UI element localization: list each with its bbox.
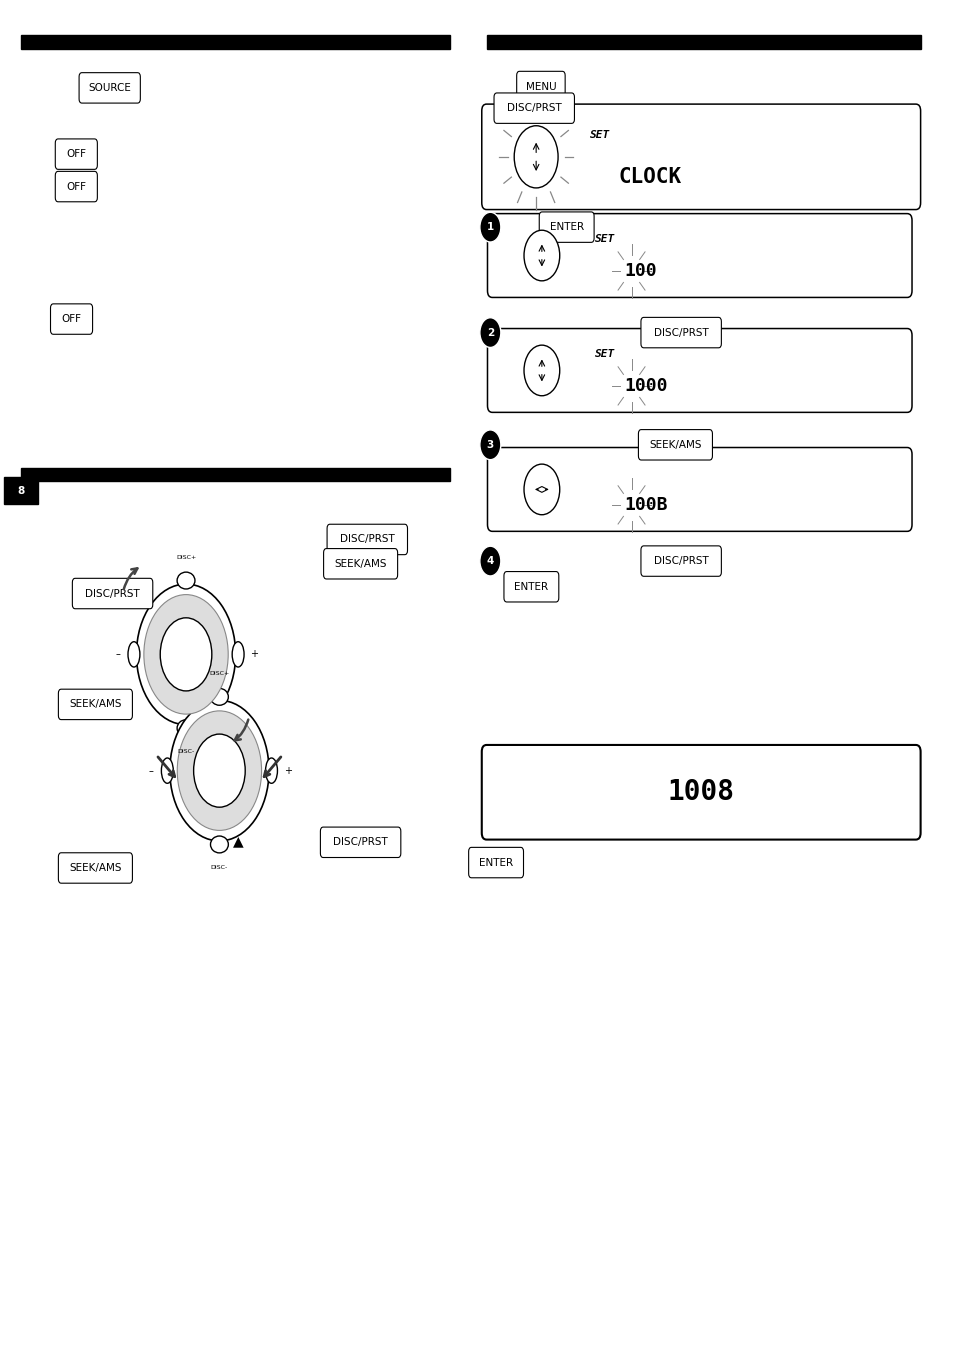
Text: DISC/PRST: DISC/PRST <box>339 534 395 545</box>
Text: SEEK/AMS: SEEK/AMS <box>334 558 387 569</box>
Bar <box>21 35 450 49</box>
Text: DISC+: DISC+ <box>209 671 230 676</box>
FancyBboxPatch shape <box>51 304 92 334</box>
Text: 1: 1 <box>486 222 494 233</box>
Ellipse shape <box>128 642 140 667</box>
Text: +: + <box>284 765 292 776</box>
Text: SEEK/AMS: SEEK/AMS <box>69 863 122 873</box>
Text: SOURCE: SOURCE <box>89 82 131 93</box>
Text: 1008: 1008 <box>667 779 734 806</box>
Text: 3: 3 <box>486 439 494 450</box>
FancyBboxPatch shape <box>640 318 720 347</box>
Text: 100B: 100B <box>623 496 667 514</box>
Text: –: – <box>115 649 120 660</box>
Text: MENU: MENU <box>525 81 556 92</box>
Text: CLOCK: CLOCK <box>618 168 680 187</box>
FancyBboxPatch shape <box>79 73 140 103</box>
Bar <box>21 468 450 481</box>
Text: SEEK/AMS: SEEK/AMS <box>69 699 122 710</box>
Circle shape <box>523 345 559 396</box>
Text: +: + <box>251 649 258 660</box>
Text: DISC/PRST: DISC/PRST <box>333 837 388 848</box>
Text: SEEK/AMS: SEEK/AMS <box>648 439 701 450</box>
Circle shape <box>136 584 235 725</box>
Circle shape <box>514 126 558 188</box>
Circle shape <box>193 734 245 807</box>
Text: SET: SET <box>589 130 609 139</box>
FancyBboxPatch shape <box>487 214 911 297</box>
Text: DISC/PRST: DISC/PRST <box>506 103 561 114</box>
FancyBboxPatch shape <box>481 745 920 840</box>
Text: DISC/PRST: DISC/PRST <box>653 556 708 566</box>
Text: DISC-: DISC- <box>211 865 228 871</box>
Text: DISC/PRST: DISC/PRST <box>653 327 708 338</box>
Text: DISC/PRST: DISC/PRST <box>85 588 140 599</box>
Circle shape <box>479 546 500 576</box>
Text: OFF: OFF <box>67 149 86 160</box>
Circle shape <box>144 595 228 714</box>
FancyBboxPatch shape <box>487 329 911 412</box>
Ellipse shape <box>232 642 244 667</box>
Ellipse shape <box>265 758 277 783</box>
Text: SET: SET <box>595 349 615 358</box>
Text: ENTER: ENTER <box>514 581 548 592</box>
FancyBboxPatch shape <box>468 848 523 877</box>
Ellipse shape <box>211 836 228 853</box>
Text: ▲: ▲ <box>233 834 244 848</box>
Circle shape <box>523 464 559 515</box>
Circle shape <box>479 318 500 347</box>
Ellipse shape <box>211 688 228 706</box>
Circle shape <box>523 230 559 281</box>
Text: DISC-: DISC- <box>177 749 194 754</box>
FancyBboxPatch shape <box>638 430 712 460</box>
FancyBboxPatch shape <box>320 827 400 857</box>
FancyBboxPatch shape <box>327 525 407 554</box>
Text: 1000: 1000 <box>623 377 667 395</box>
FancyBboxPatch shape <box>487 448 911 531</box>
Text: SET: SET <box>595 234 615 243</box>
Text: 4: 4 <box>486 556 494 566</box>
Circle shape <box>170 700 269 841</box>
FancyBboxPatch shape <box>55 139 97 169</box>
FancyBboxPatch shape <box>58 690 132 719</box>
Circle shape <box>160 618 212 691</box>
Text: OFF: OFF <box>62 314 81 324</box>
FancyBboxPatch shape <box>494 93 574 123</box>
FancyBboxPatch shape <box>72 579 152 608</box>
Circle shape <box>177 711 261 830</box>
Circle shape <box>479 212 500 242</box>
Text: OFF: OFF <box>67 181 86 192</box>
Bar <box>486 35 920 49</box>
FancyBboxPatch shape <box>55 172 97 201</box>
FancyBboxPatch shape <box>640 546 720 576</box>
Text: DISC+: DISC+ <box>175 554 196 560</box>
Bar <box>4 477 38 504</box>
FancyBboxPatch shape <box>517 72 564 101</box>
Ellipse shape <box>177 719 194 737</box>
FancyBboxPatch shape <box>323 549 397 579</box>
FancyBboxPatch shape <box>538 212 594 242</box>
Circle shape <box>479 430 500 460</box>
Text: ENTER: ENTER <box>549 222 583 233</box>
Ellipse shape <box>177 572 194 589</box>
Text: 8: 8 <box>17 485 25 496</box>
FancyBboxPatch shape <box>481 104 920 210</box>
FancyBboxPatch shape <box>58 853 132 883</box>
Text: 100: 100 <box>623 262 656 280</box>
Ellipse shape <box>161 758 173 783</box>
Text: 2: 2 <box>486 327 494 338</box>
Text: ENTER: ENTER <box>478 857 513 868</box>
FancyBboxPatch shape <box>503 572 558 602</box>
Text: –: – <box>149 765 153 776</box>
